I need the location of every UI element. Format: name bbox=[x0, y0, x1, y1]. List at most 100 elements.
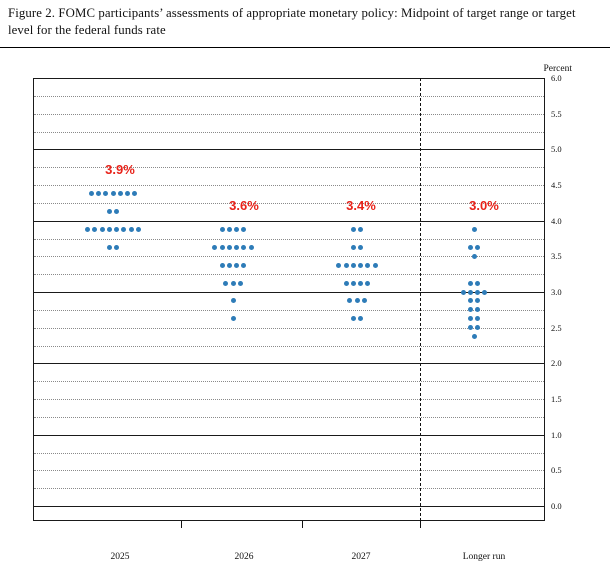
projection-dot bbox=[471, 227, 477, 233]
projection-dot bbox=[117, 191, 123, 197]
projection-dot bbox=[475, 316, 481, 322]
gridline-solid bbox=[34, 434, 544, 436]
x-category-label: Longer run bbox=[462, 552, 506, 562]
projection-dot bbox=[114, 209, 120, 215]
y-tick-label: 0.0 bbox=[551, 501, 562, 511]
y-tick-label: 1.0 bbox=[551, 429, 562, 440]
projection-dot bbox=[467, 280, 473, 286]
projection-dot bbox=[350, 262, 356, 268]
projection-dot bbox=[226, 227, 232, 233]
x-category-label: 2027 bbox=[351, 552, 371, 562]
x-category-label: 2026 bbox=[234, 552, 254, 562]
projection-dot bbox=[365, 262, 371, 268]
median-label: 3.4% bbox=[346, 197, 376, 213]
longer-run-separator bbox=[420, 78, 421, 521]
projection-dot bbox=[226, 262, 232, 268]
projection-dot bbox=[132, 191, 138, 197]
figure-title: Figure 2. FOMC participants’ assessments… bbox=[0, 0, 610, 48]
projection-dot bbox=[350, 244, 356, 250]
projection-dot bbox=[460, 289, 466, 295]
projection-dot bbox=[350, 316, 356, 322]
x-axis-tick bbox=[181, 521, 182, 528]
y-tick-label: 4.0 bbox=[551, 215, 562, 226]
projection-dot bbox=[358, 262, 364, 268]
y-tick-label: 4.5 bbox=[551, 180, 562, 190]
projection-dot bbox=[358, 280, 364, 286]
projection-dot bbox=[241, 262, 247, 268]
projection-dot bbox=[234, 227, 240, 233]
projection-dot bbox=[106, 227, 112, 233]
y-tick-label: 5.5 bbox=[551, 108, 562, 119]
median-label: 3.6% bbox=[229, 197, 259, 213]
gridline-dotted bbox=[34, 202, 544, 204]
projection-dot bbox=[219, 244, 225, 250]
projection-dot bbox=[103, 191, 109, 197]
projection-dot bbox=[358, 227, 364, 233]
median-label: 3.0% bbox=[469, 197, 499, 213]
gridline-dotted bbox=[34, 345, 544, 347]
projection-dot bbox=[230, 280, 236, 286]
gridline-dotted bbox=[34, 416, 544, 418]
projection-dot bbox=[125, 191, 131, 197]
y-tick-label: 2.5 bbox=[551, 322, 562, 333]
projection-dot bbox=[114, 244, 120, 250]
projection-dot bbox=[471, 334, 477, 340]
projection-dot bbox=[475, 244, 481, 250]
y-tick-label: 3.5 bbox=[551, 251, 562, 262]
projection-dot bbox=[106, 209, 112, 215]
projection-dot bbox=[358, 244, 364, 250]
projection-dot bbox=[248, 244, 254, 250]
projection-dot bbox=[467, 307, 473, 313]
gridline-dotted bbox=[34, 274, 544, 276]
y-tick-label: 1.5 bbox=[551, 394, 562, 404]
y-tick-label: 0.5 bbox=[551, 465, 562, 476]
gridline-dotted bbox=[34, 470, 544, 472]
projection-dot bbox=[471, 253, 477, 259]
projection-dot bbox=[95, 191, 101, 197]
gridline-dotted bbox=[34, 131, 544, 133]
projection-dot bbox=[467, 316, 473, 322]
projection-dot bbox=[88, 191, 94, 197]
projection-dot bbox=[241, 244, 247, 250]
plot-frame bbox=[33, 78, 545, 521]
projection-dot bbox=[106, 244, 112, 250]
projection-dot bbox=[226, 244, 232, 250]
x-axis-tick bbox=[302, 521, 303, 528]
projection-dot bbox=[110, 191, 116, 197]
projection-dot bbox=[212, 244, 218, 250]
gridline-solid bbox=[34, 220, 544, 222]
projection-dot bbox=[136, 227, 142, 233]
projection-dot bbox=[219, 262, 225, 268]
projection-dot bbox=[343, 280, 349, 286]
projection-dot bbox=[467, 289, 473, 295]
projection-dot bbox=[219, 227, 225, 233]
gridline-dotted bbox=[34, 256, 544, 258]
projection-dot bbox=[223, 280, 229, 286]
projection-dot bbox=[237, 280, 243, 286]
gridline-dotted bbox=[34, 327, 544, 329]
projection-dot bbox=[343, 262, 349, 268]
gridline-solid bbox=[34, 506, 544, 507]
y-tick-label: 3.0 bbox=[551, 287, 562, 297]
gridline-solid bbox=[34, 149, 544, 151]
y-tick-label: 2.0 bbox=[551, 358, 562, 369]
gridline-solid bbox=[34, 292, 544, 293]
gridline-solid bbox=[34, 363, 544, 365]
projection-dot bbox=[475, 307, 481, 313]
projection-dot bbox=[230, 316, 236, 322]
y-tick-label: 6.0 bbox=[551, 73, 562, 83]
projection-dot bbox=[372, 262, 378, 268]
gridline-dotted bbox=[34, 185, 544, 186]
projection-dot bbox=[114, 227, 120, 233]
gridline-dotted bbox=[34, 309, 544, 311]
projection-dot bbox=[336, 262, 342, 268]
projection-dot bbox=[358, 316, 364, 322]
projection-dot bbox=[234, 244, 240, 250]
gridline-dotted bbox=[34, 113, 544, 115]
projection-dot bbox=[128, 227, 134, 233]
gridline-dotted bbox=[34, 399, 544, 400]
y-tick-label: 5.0 bbox=[551, 144, 562, 155]
gridline-dotted bbox=[34, 167, 544, 169]
gridline-dotted bbox=[34, 381, 544, 383]
